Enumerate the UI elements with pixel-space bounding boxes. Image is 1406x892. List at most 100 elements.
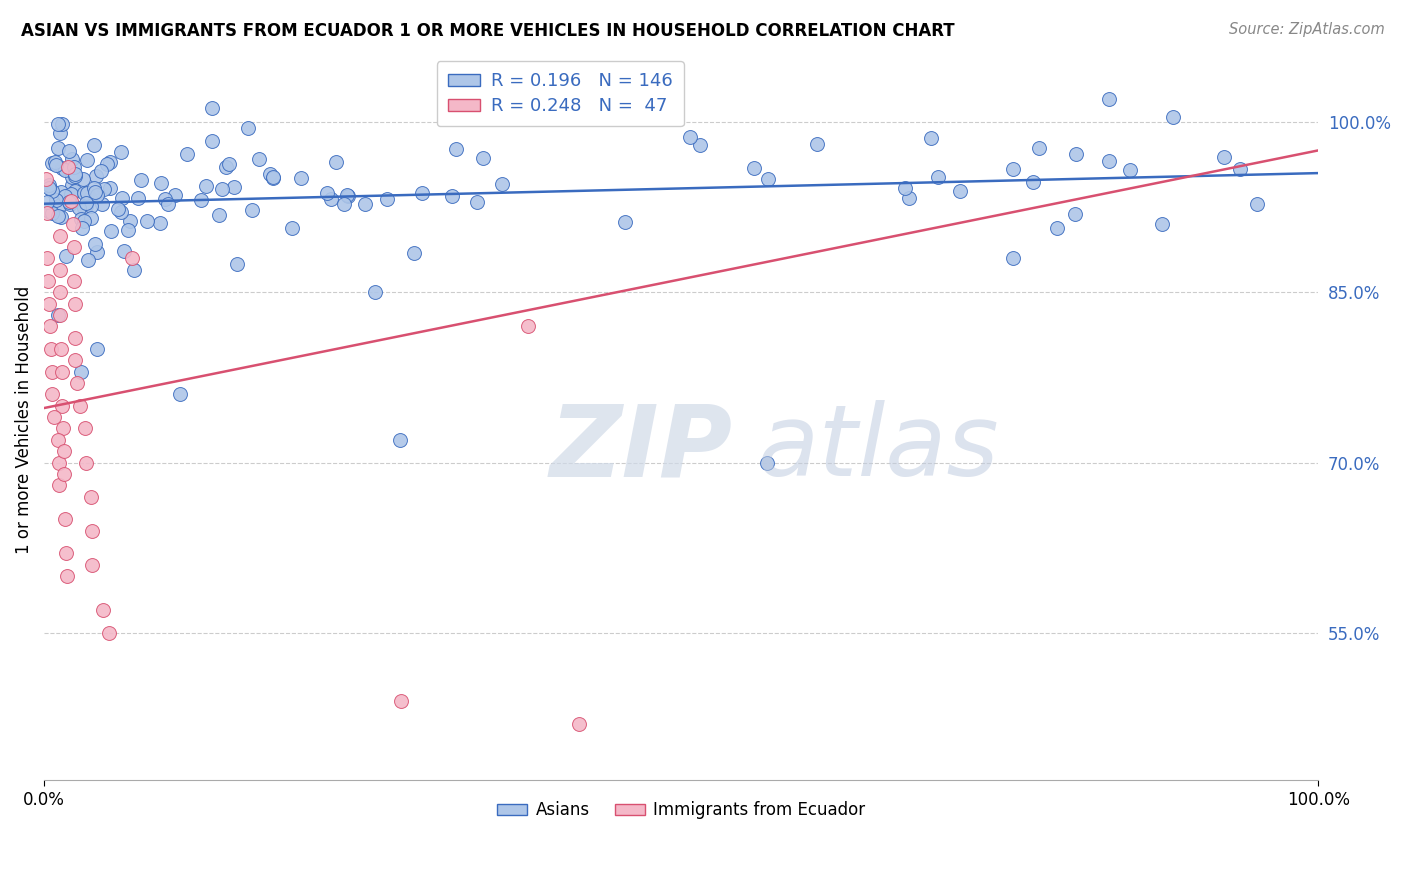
Point — [467, 194, 489, 209]
Point — [1098, 92, 1121, 106]
Point — [72, 172, 94, 186]
Point — [491, 177, 513, 191]
Point — [84, 237, 107, 252]
Point — [471, 151, 494, 165]
Point — [336, 188, 359, 202]
Point — [49, 126, 72, 140]
Point — [262, 170, 284, 185]
Point — [37, 202, 59, 217]
Point — [46, 117, 69, 131]
Point — [83, 138, 105, 153]
Point — [41, 184, 63, 198]
Point — [86, 342, 108, 356]
Point — [100, 224, 122, 238]
Point — [39, 205, 62, 219]
Point — [46, 433, 69, 447]
Point — [37, 274, 59, 288]
Point — [35, 171, 58, 186]
Point — [59, 194, 82, 209]
Point — [83, 181, 105, 195]
Point — [1028, 141, 1050, 155]
Point — [41, 156, 63, 170]
Point — [1119, 163, 1142, 178]
Point — [117, 223, 139, 237]
Point — [76, 186, 98, 201]
Point — [42, 410, 65, 425]
Point — [100, 155, 122, 169]
Point — [53, 189, 76, 203]
Point — [51, 185, 73, 199]
Point — [76, 153, 98, 168]
Point — [1022, 175, 1045, 189]
Point — [49, 228, 72, 243]
Point — [169, 387, 191, 401]
Point — [107, 202, 129, 216]
Point — [60, 187, 83, 202]
Point — [98, 181, 121, 195]
Point — [60, 178, 83, 193]
Point — [90, 164, 112, 178]
Point — [1046, 220, 1069, 235]
Point — [281, 221, 304, 235]
Point — [93, 182, 115, 196]
Point — [53, 467, 76, 481]
Point — [316, 186, 339, 200]
Point — [65, 353, 87, 368]
Point — [49, 198, 72, 212]
Point — [46, 308, 69, 322]
Point — [80, 199, 103, 213]
Point — [82, 558, 104, 572]
Point — [91, 603, 114, 617]
Point — [949, 184, 972, 198]
Point — [247, 153, 270, 167]
Point — [689, 137, 711, 152]
Point — [51, 161, 73, 176]
Point — [44, 155, 66, 169]
Point — [411, 186, 433, 200]
Point — [354, 196, 377, 211]
Point — [51, 117, 73, 131]
Point — [389, 694, 412, 708]
Point — [73, 186, 96, 200]
Point — [190, 194, 212, 208]
Point — [63, 184, 86, 198]
Point — [62, 217, 84, 231]
Point — [55, 249, 77, 263]
Point — [53, 444, 76, 458]
Point — [39, 342, 62, 356]
Point — [440, 188, 463, 202]
Point — [135, 214, 157, 228]
Point — [1001, 251, 1024, 265]
Text: ZIP: ZIP — [550, 401, 733, 497]
Point — [127, 191, 149, 205]
Point — [48, 478, 70, 492]
Point — [226, 257, 249, 271]
Point — [53, 512, 76, 526]
Point — [321, 192, 343, 206]
Point — [51, 399, 73, 413]
Point — [69, 399, 91, 413]
Point — [79, 191, 101, 205]
Point — [517, 319, 540, 334]
Point — [38, 296, 60, 310]
Point — [96, 157, 118, 171]
Point — [60, 169, 83, 184]
Point — [73, 201, 96, 215]
Point — [364, 285, 387, 300]
Point — [51, 365, 73, 379]
Point — [402, 245, 425, 260]
Point — [49, 308, 72, 322]
Point — [41, 206, 63, 220]
Point — [69, 365, 91, 379]
Point — [236, 121, 259, 136]
Point — [58, 145, 80, 159]
Point — [63, 331, 86, 345]
Point — [240, 202, 263, 217]
Point — [37, 251, 59, 265]
Point — [446, 142, 468, 156]
Point — [45, 157, 67, 171]
Point — [46, 209, 69, 223]
Point — [110, 145, 132, 159]
Text: Source: ZipAtlas.com: Source: ZipAtlas.com — [1229, 22, 1385, 37]
Point — [83, 185, 105, 199]
